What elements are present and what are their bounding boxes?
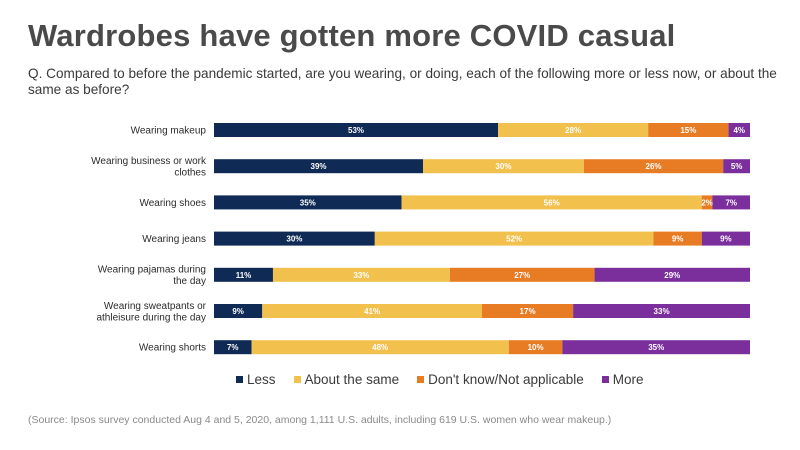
data-label-wearing-pajamas-during-the-day-don-t-know-not-applicable: 27% <box>514 271 530 280</box>
legend-item-about-the-same: About the same <box>293 372 400 387</box>
data-label-wearing-jeans-more: 9% <box>720 235 732 244</box>
data-label-wearing-shoes-about-the-same: 56% <box>544 198 560 207</box>
category-label-wearing-shorts: Wearing shorts <box>139 343 206 354</box>
data-label-wearing-business-or-work-clothes-about-the-same: 30% <box>495 162 511 171</box>
data-label-wearing-shoes-more: 7% <box>725 198 737 207</box>
category-label-wearing-business-or-work-clothes: Wearing business or work clothes <box>91 156 207 179</box>
legend-swatch-more <box>601 376 609 383</box>
bar-wearing-jeans-less <box>214 231 375 246</box>
bar-wearing-shorts-about-the-same <box>251 340 509 355</box>
bar-wearing-sweatpants-or-athleisure-during-the-day-don-t-know-not-applicable <box>482 304 574 318</box>
bar-wearing-pajamas-during-the-day-less <box>214 267 273 282</box>
data-label-wearing-sweatpants-or-athleisure-during-the-day-about-the-same: 41% <box>364 307 380 316</box>
bar-wearing-business-or-work-clothes-more <box>723 159 750 174</box>
data-label-wearing-shorts-about-the-same: 48% <box>372 343 388 352</box>
chart-title: Wardrobes have gotten more COVID casual <box>28 18 676 53</box>
bar-wearing-makeup-about-the-same <box>498 123 649 137</box>
bar-wearing-jeans-don-t-know-not-applicable <box>653 231 702 246</box>
data-label-wearing-sweatpants-or-athleisure-during-the-day-less: 9% <box>232 307 244 316</box>
legend: Less About the same Don't know/Not appli… <box>236 372 662 387</box>
bar-wearing-makeup-less <box>214 123 499 137</box>
data-label-wearing-pajamas-during-the-day-more: 29% <box>664 271 680 280</box>
bar-wearing-business-or-work-clothes-about-the-same <box>423 159 584 174</box>
bar-wearing-shoes-less <box>214 195 402 210</box>
data-label-wearing-pajamas-during-the-day-about-the-same: 33% <box>353 271 369 280</box>
category-label-wearing-jeans: Wearing jeans <box>142 234 206 245</box>
bar-wearing-makeup-don-t-know-not-applicable <box>648 123 729 137</box>
data-label-wearing-jeans-less: 30% <box>286 235 302 244</box>
data-label-wearing-sweatpants-or-athleisure-during-the-day-more: 33% <box>654 307 670 316</box>
bar-wearing-sweatpants-or-athleisure-during-the-day-about-the-same <box>262 304 482 318</box>
legend-label-about-the-same: About the same <box>304 372 400 387</box>
data-label-wearing-shoes-less: 35% <box>300 198 316 207</box>
bar-wearing-makeup-more <box>728 123 750 137</box>
legend-swatch-less <box>236 376 243 383</box>
legend-item-more: More <box>601 372 644 387</box>
data-label-wearing-pajamas-during-the-day-less: 11% <box>236 271 252 280</box>
bar-wearing-business-or-work-clothes-less <box>214 159 424 174</box>
data-label-wearing-makeup-about-the-same: 28% <box>565 126 581 135</box>
category-label-wearing-makeup: Wearing makeup <box>131 126 207 137</box>
legend-item-dont-know: Don't know/Not applicable <box>417 372 584 387</box>
legend-label-less: Less <box>247 372 276 387</box>
data-label-wearing-makeup-don-t-know-not-applicable: 15% <box>680 126 696 135</box>
data-label-wearing-shorts-more: 35% <box>648 343 664 352</box>
data-label-wearing-sweatpants-or-athleisure-during-the-day-don-t-know-not-applicable: 17% <box>520 307 536 316</box>
bar-wearing-shoes-about-the-same <box>401 195 702 210</box>
bar-wearing-business-or-work-clothes-don-t-know-not-applicable <box>583 159 724 174</box>
data-label-wearing-makeup-more: 4% <box>733 126 745 135</box>
bar-wearing-pajamas-during-the-day-about-the-same <box>272 267 450 282</box>
bar-wearing-sweatpants-or-athleisure-during-the-day-more <box>573 304 750 318</box>
bar-wearing-pajamas-during-the-day-more <box>594 267 750 282</box>
data-label-wearing-business-or-work-clothes-more: 5% <box>731 162 743 171</box>
legend-label-dont-know: Don't know/Not applicable <box>428 372 584 387</box>
bar-wearing-shorts-less <box>214 340 252 355</box>
category-label-wearing-shoes: Wearing shoes <box>139 198 206 209</box>
data-label-wearing-jeans-don-t-know-not-applicable: 9% <box>672 235 684 244</box>
bar-wearing-shorts-don-t-know-not-applicable <box>508 340 563 355</box>
data-label-wearing-shorts-less: 7% <box>227 343 239 352</box>
chart-subtitle: Q. Compared to before the pandemic start… <box>28 66 777 97</box>
data-label-wearing-makeup-less: 53% <box>348 126 364 135</box>
data-label-wearing-shoes-don-t-know-not-applicable: 2% <box>701 198 713 207</box>
data-label-wearing-business-or-work-clothes-less: 39% <box>311 162 327 171</box>
legend-label-more: More <box>612 372 644 387</box>
category-label-wearing-pajamas-during-the-day: Wearing pajamas during the day <box>98 265 206 288</box>
bar-wearing-jeans-about-the-same <box>374 231 654 246</box>
legend-swatch-dont-know <box>417 376 425 383</box>
bar-wearing-shoes-more <box>712 195 750 210</box>
bar-wearing-sweatpants-or-athleisure-during-the-day-less <box>214 304 263 318</box>
bar-wearing-pajamas-during-the-day-don-t-know-not-applicable <box>449 267 595 282</box>
source-note: (Source: Ipsos survey conducted Aug 4 an… <box>28 414 612 426</box>
data-label-wearing-shorts-don-t-know-not-applicable: 10% <box>528 343 544 352</box>
category-label-wearing-sweatpants-or-athleisure-during-the-day: Wearing sweatpants or athleisure during t… <box>96 301 206 324</box>
legend-swatch-about-the-same <box>293 376 301 383</box>
data-label-wearing-jeans-about-the-same: 52% <box>506 235 522 244</box>
bar-wearing-shorts-more <box>562 340 750 355</box>
bar-wearing-jeans-more <box>701 231 750 246</box>
legend-item-less: Less <box>236 372 276 387</box>
bar-wearing-shoes-don-t-know-not-applicable <box>701 195 713 210</box>
data-label-wearing-business-or-work-clothes-don-t-know-not-applicable: 26% <box>646 162 662 171</box>
